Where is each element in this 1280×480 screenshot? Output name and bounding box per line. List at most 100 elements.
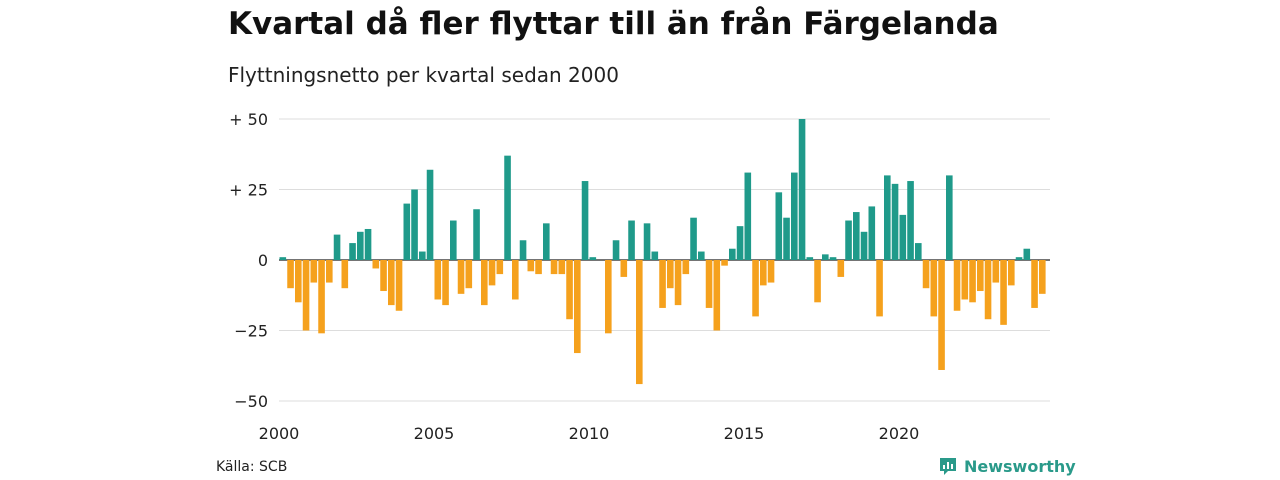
bar bbox=[426, 169, 434, 260]
x-tick-label: 2020 bbox=[879, 424, 920, 443]
y-tick-label: −50 bbox=[234, 392, 268, 411]
x-tick-label: 2015 bbox=[724, 424, 765, 443]
bar bbox=[333, 234, 341, 260]
bar bbox=[574, 260, 581, 354]
bar bbox=[674, 260, 682, 306]
y-tick-label: 0 bbox=[258, 251, 268, 270]
bar bbox=[760, 260, 767, 286]
bar bbox=[465, 260, 473, 289]
bar bbox=[287, 260, 294, 289]
bar bbox=[814, 260, 821, 303]
bar bbox=[279, 257, 287, 260]
bar bbox=[837, 260, 845, 277]
bar bbox=[775, 192, 783, 260]
bar bbox=[1000, 260, 1007, 325]
bar bbox=[736, 226, 744, 260]
bar bbox=[884, 175, 891, 260]
bar bbox=[667, 260, 674, 289]
bar bbox=[1031, 260, 1038, 308]
bar bbox=[643, 223, 651, 260]
bar bbox=[705, 260, 713, 308]
chart-title: Kvartal då fler flyttar till än från Fär… bbox=[228, 6, 999, 42]
bar bbox=[969, 260, 976, 303]
bar bbox=[357, 231, 364, 260]
x-tick-label: 2010 bbox=[569, 424, 610, 443]
bar bbox=[907, 181, 914, 260]
bar bbox=[783, 217, 790, 260]
bar bbox=[364, 228, 372, 260]
bar bbox=[566, 260, 573, 320]
bar bbox=[636, 260, 643, 385]
bar bbox=[620, 260, 628, 277]
bar bbox=[791, 172, 798, 260]
bar bbox=[341, 260, 349, 289]
bar bbox=[488, 260, 496, 286]
bar bbox=[698, 251, 705, 260]
bar bbox=[589, 257, 597, 260]
bar bbox=[829, 257, 837, 260]
brand-logo: Newsworthy bbox=[938, 456, 1076, 476]
bar bbox=[310, 260, 318, 283]
bar bbox=[326, 260, 333, 283]
bar bbox=[605, 260, 612, 334]
bar bbox=[1039, 260, 1046, 294]
bar bbox=[891, 183, 899, 260]
y-axis-labels: + 50 + 25 0 −25 −50 bbox=[229, 110, 268, 411]
bar bbox=[318, 260, 325, 334]
bar bbox=[744, 172, 752, 260]
bar bbox=[450, 220, 457, 260]
bar bbox=[302, 260, 310, 331]
bar bbox=[372, 260, 380, 269]
bar bbox=[1023, 248, 1031, 260]
y-tick-label: −25 bbox=[234, 322, 268, 341]
bar bbox=[977, 260, 984, 292]
bar bbox=[481, 260, 488, 306]
bar bbox=[721, 260, 728, 266]
bar bbox=[713, 260, 721, 331]
bar bbox=[1015, 257, 1023, 260]
bar bbox=[395, 260, 403, 311]
bar bbox=[496, 260, 504, 275]
bar bbox=[434, 260, 442, 300]
bar bbox=[612, 240, 620, 260]
bar bbox=[876, 260, 883, 317]
bar bbox=[558, 260, 566, 275]
source-label: Källa: SCB bbox=[216, 459, 288, 475]
bar bbox=[868, 206, 876, 260]
bar bbox=[946, 175, 953, 260]
bar bbox=[806, 257, 814, 260]
bar bbox=[519, 240, 527, 260]
bar bbox=[992, 260, 1000, 283]
x-axis-labels: 2000 2005 2010 2015 2020 bbox=[259, 424, 920, 443]
bar bbox=[419, 251, 426, 260]
bar bbox=[628, 220, 635, 260]
bar bbox=[457, 260, 465, 294]
x-tick-label: 2005 bbox=[414, 424, 455, 443]
bar bbox=[938, 260, 945, 370]
bar bbox=[729, 248, 736, 260]
bar bbox=[798, 119, 806, 260]
bar bbox=[930, 260, 938, 317]
bar bbox=[984, 260, 992, 320]
bar bbox=[845, 220, 852, 260]
brand-name: Newsworthy bbox=[964, 456, 1076, 476]
bar bbox=[651, 251, 659, 260]
bar bbox=[953, 260, 961, 311]
bar bbox=[659, 260, 666, 308]
bar bbox=[922, 260, 930, 289]
bar bbox=[543, 223, 550, 260]
bar bbox=[1008, 260, 1015, 286]
bar bbox=[682, 260, 690, 275]
bar bbox=[442, 260, 449, 306]
bar bbox=[295, 260, 302, 303]
bar bbox=[853, 212, 860, 260]
bar bbox=[860, 231, 868, 260]
bar bbox=[388, 260, 395, 306]
y-tick-label: + 50 bbox=[229, 110, 268, 129]
bar bbox=[527, 260, 535, 272]
bar bbox=[767, 260, 775, 283]
bar bbox=[822, 254, 829, 260]
bar bbox=[581, 181, 589, 260]
bar bbox=[915, 243, 922, 260]
bar bbox=[411, 189, 418, 260]
